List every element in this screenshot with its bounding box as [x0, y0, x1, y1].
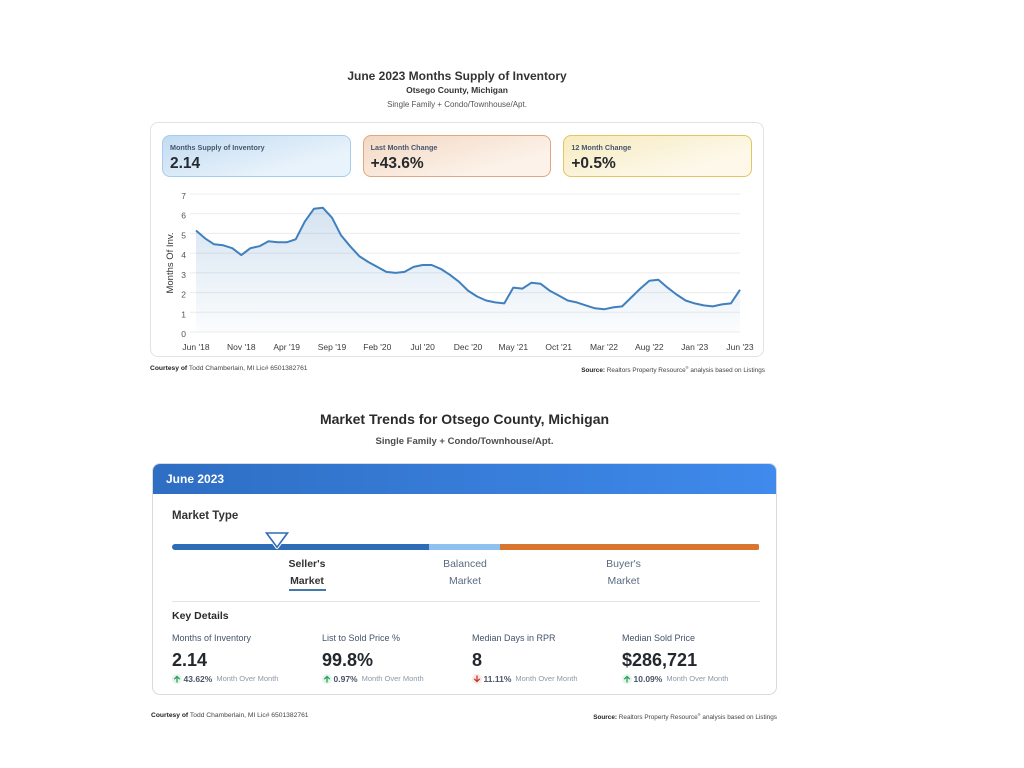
svg-text:7: 7 [181, 191, 186, 201]
svg-text:Feb '20: Feb '20 [363, 342, 391, 352]
svg-text:Months Of Inv.: Months Of Inv. [165, 232, 176, 293]
svg-text:3: 3 [181, 270, 186, 280]
svg-text:Oct '21: Oct '21 [545, 342, 572, 352]
svg-text:Jul '20: Jul '20 [411, 342, 436, 352]
svg-text:Aug '22: Aug '22 [635, 342, 664, 352]
svg-text:Jun '23: Jun '23 [726, 342, 753, 352]
svg-text:May '21: May '21 [499, 342, 529, 352]
svg-text:4: 4 [181, 250, 186, 260]
svg-text:Jun '18: Jun '18 [182, 342, 209, 352]
svg-text:1: 1 [181, 309, 186, 319]
svg-text:Nov '18: Nov '18 [227, 342, 256, 352]
svg-text:6: 6 [181, 211, 186, 221]
svg-text:Apr '19: Apr '19 [273, 342, 300, 352]
svg-text:Dec '20: Dec '20 [454, 342, 483, 352]
svg-text:Sep '19: Sep '19 [318, 342, 347, 352]
svg-text:2: 2 [181, 290, 186, 300]
svg-text:0: 0 [181, 329, 186, 339]
svg-text:Mar '22: Mar '22 [590, 342, 618, 352]
svg-text:Jan '23: Jan '23 [681, 342, 708, 352]
svg-text:5: 5 [181, 230, 186, 240]
